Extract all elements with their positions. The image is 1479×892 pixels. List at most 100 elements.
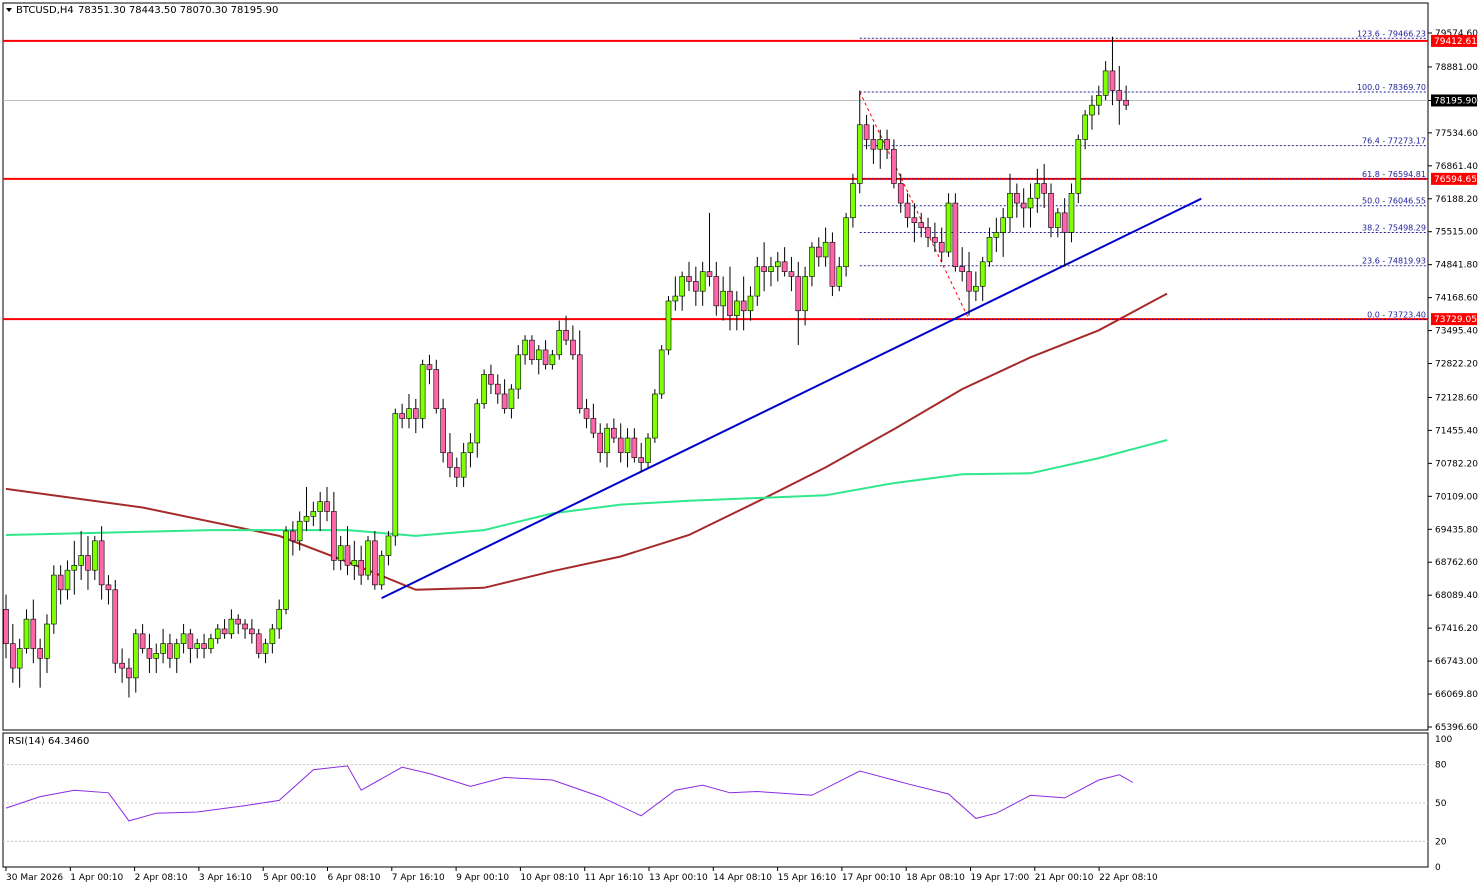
candle — [870, 124, 877, 164]
candle — [693, 266, 699, 306]
bull-candle-body — [51, 574, 57, 625]
bull-candle-body — [645, 437, 651, 463]
date-tick-label: 7 Apr 16:10 — [392, 873, 445, 883]
candle — [153, 643, 160, 673]
date-tick-label: 15 Apr 16:10 — [778, 873, 837, 883]
candle — [1123, 85, 1129, 111]
bull-candle-body — [419, 364, 426, 419]
bull-candle-body — [508, 388, 515, 409]
candle — [570, 325, 576, 360]
bull-candle-body — [604, 427, 610, 454]
price-tick-label: 66069.80 — [1435, 690, 1478, 700]
price-tick-label: 74841.80 — [1435, 261, 1478, 271]
date-tick-label: 13 Apr 00:10 — [649, 873, 708, 883]
candle — [795, 261, 802, 346]
bull-candle-body — [624, 437, 631, 454]
bull-candle-body — [1082, 114, 1088, 140]
bull-candle-body — [153, 653, 160, 659]
candle — [201, 633, 207, 659]
candle — [932, 222, 938, 253]
bear-candle-body — [249, 628, 255, 635]
bear-candle-body — [904, 202, 911, 219]
candle — [385, 531, 392, 566]
candle — [617, 423, 624, 463]
candle — [802, 266, 808, 326]
candle — [973, 271, 979, 301]
bull-candle-body — [986, 237, 993, 263]
candle — [979, 256, 986, 301]
bear-candle-body — [501, 393, 508, 409]
rsi-line — [5, 765, 1134, 822]
candle — [412, 398, 419, 434]
bull-candle-body — [809, 246, 815, 277]
bear-candle-body — [932, 237, 938, 243]
candle — [433, 359, 440, 414]
bull-candle-body — [208, 638, 214, 649]
candle — [815, 237, 822, 267]
date-tick-label: 10 Apr 08:10 — [520, 873, 579, 883]
ma-slow-line — [5, 439, 1168, 537]
bear-candle-body — [1116, 90, 1123, 101]
bull-candle-body — [549, 354, 556, 365]
candle — [481, 369, 487, 409]
price-tick-label: 76861.40 — [1435, 162, 1478, 172]
candle — [228, 609, 235, 639]
bear-candle-body — [290, 530, 296, 542]
candle — [167, 633, 173, 669]
candle — [91, 535, 98, 580]
candle — [720, 276, 726, 321]
date-tick-label: 5 Apr 00:10 — [263, 873, 316, 883]
candle — [249, 619, 255, 644]
candle — [126, 658, 132, 698]
bull-candle-body — [515, 354, 522, 390]
bear-candle-body — [863, 124, 870, 140]
bear-candle-body — [884, 139, 890, 150]
bear-candle-body — [583, 408, 590, 419]
bull-candle-body — [1096, 95, 1102, 106]
bear-candle-body — [638, 457, 644, 463]
candle — [809, 242, 815, 287]
bear-candle-body — [10, 643, 16, 669]
bear-candle-body — [563, 330, 569, 341]
candle — [235, 614, 242, 634]
candle — [590, 403, 597, 439]
bull-candle-body — [262, 643, 269, 654]
bull-candle-body — [283, 530, 289, 610]
bear-candle-body — [37, 648, 43, 659]
candle — [911, 203, 918, 243]
candle — [877, 129, 884, 169]
bull-candle-body — [747, 295, 754, 312]
bull-candle-body — [303, 516, 310, 522]
bear-candle-body — [344, 545, 351, 566]
bear-candle-body — [590, 418, 597, 434]
candle — [1082, 110, 1088, 150]
bear-candle-body — [891, 148, 897, 184]
candle — [1109, 36, 1116, 106]
bear-candle-body — [727, 290, 733, 316]
bull-candle-body — [734, 300, 740, 316]
price-tick-label: 65396.60 — [1435, 723, 1478, 733]
bull-candle-body — [474, 403, 481, 444]
date-tick-label: 17 Apr 00:10 — [842, 873, 901, 883]
bull-candle-body — [160, 643, 166, 654]
candle — [317, 491, 323, 532]
bear-candle-body — [1123, 99, 1129, 106]
collapse-triangle-icon[interactable] — [6, 8, 12, 12]
bull-candle-body — [556, 330, 563, 356]
rsi-level-label: 20 — [1435, 837, 1447, 847]
candle — [358, 545, 364, 585]
candle — [966, 252, 972, 316]
candle — [686, 261, 692, 292]
bull-candle-body — [365, 540, 371, 576]
bear-candle-body — [529, 339, 535, 361]
level-price-box — [1431, 172, 1477, 185]
bear-candle-body — [959, 266, 966, 272]
price-tick-label: 71455.40 — [1435, 426, 1478, 436]
bear-candle-body — [3, 609, 9, 644]
candle — [624, 428, 631, 468]
fib-level-label: 23.6 - 74819.93 — [1362, 257, 1426, 266]
candle — [296, 511, 303, 551]
candle — [419, 359, 426, 429]
candle — [194, 638, 201, 659]
